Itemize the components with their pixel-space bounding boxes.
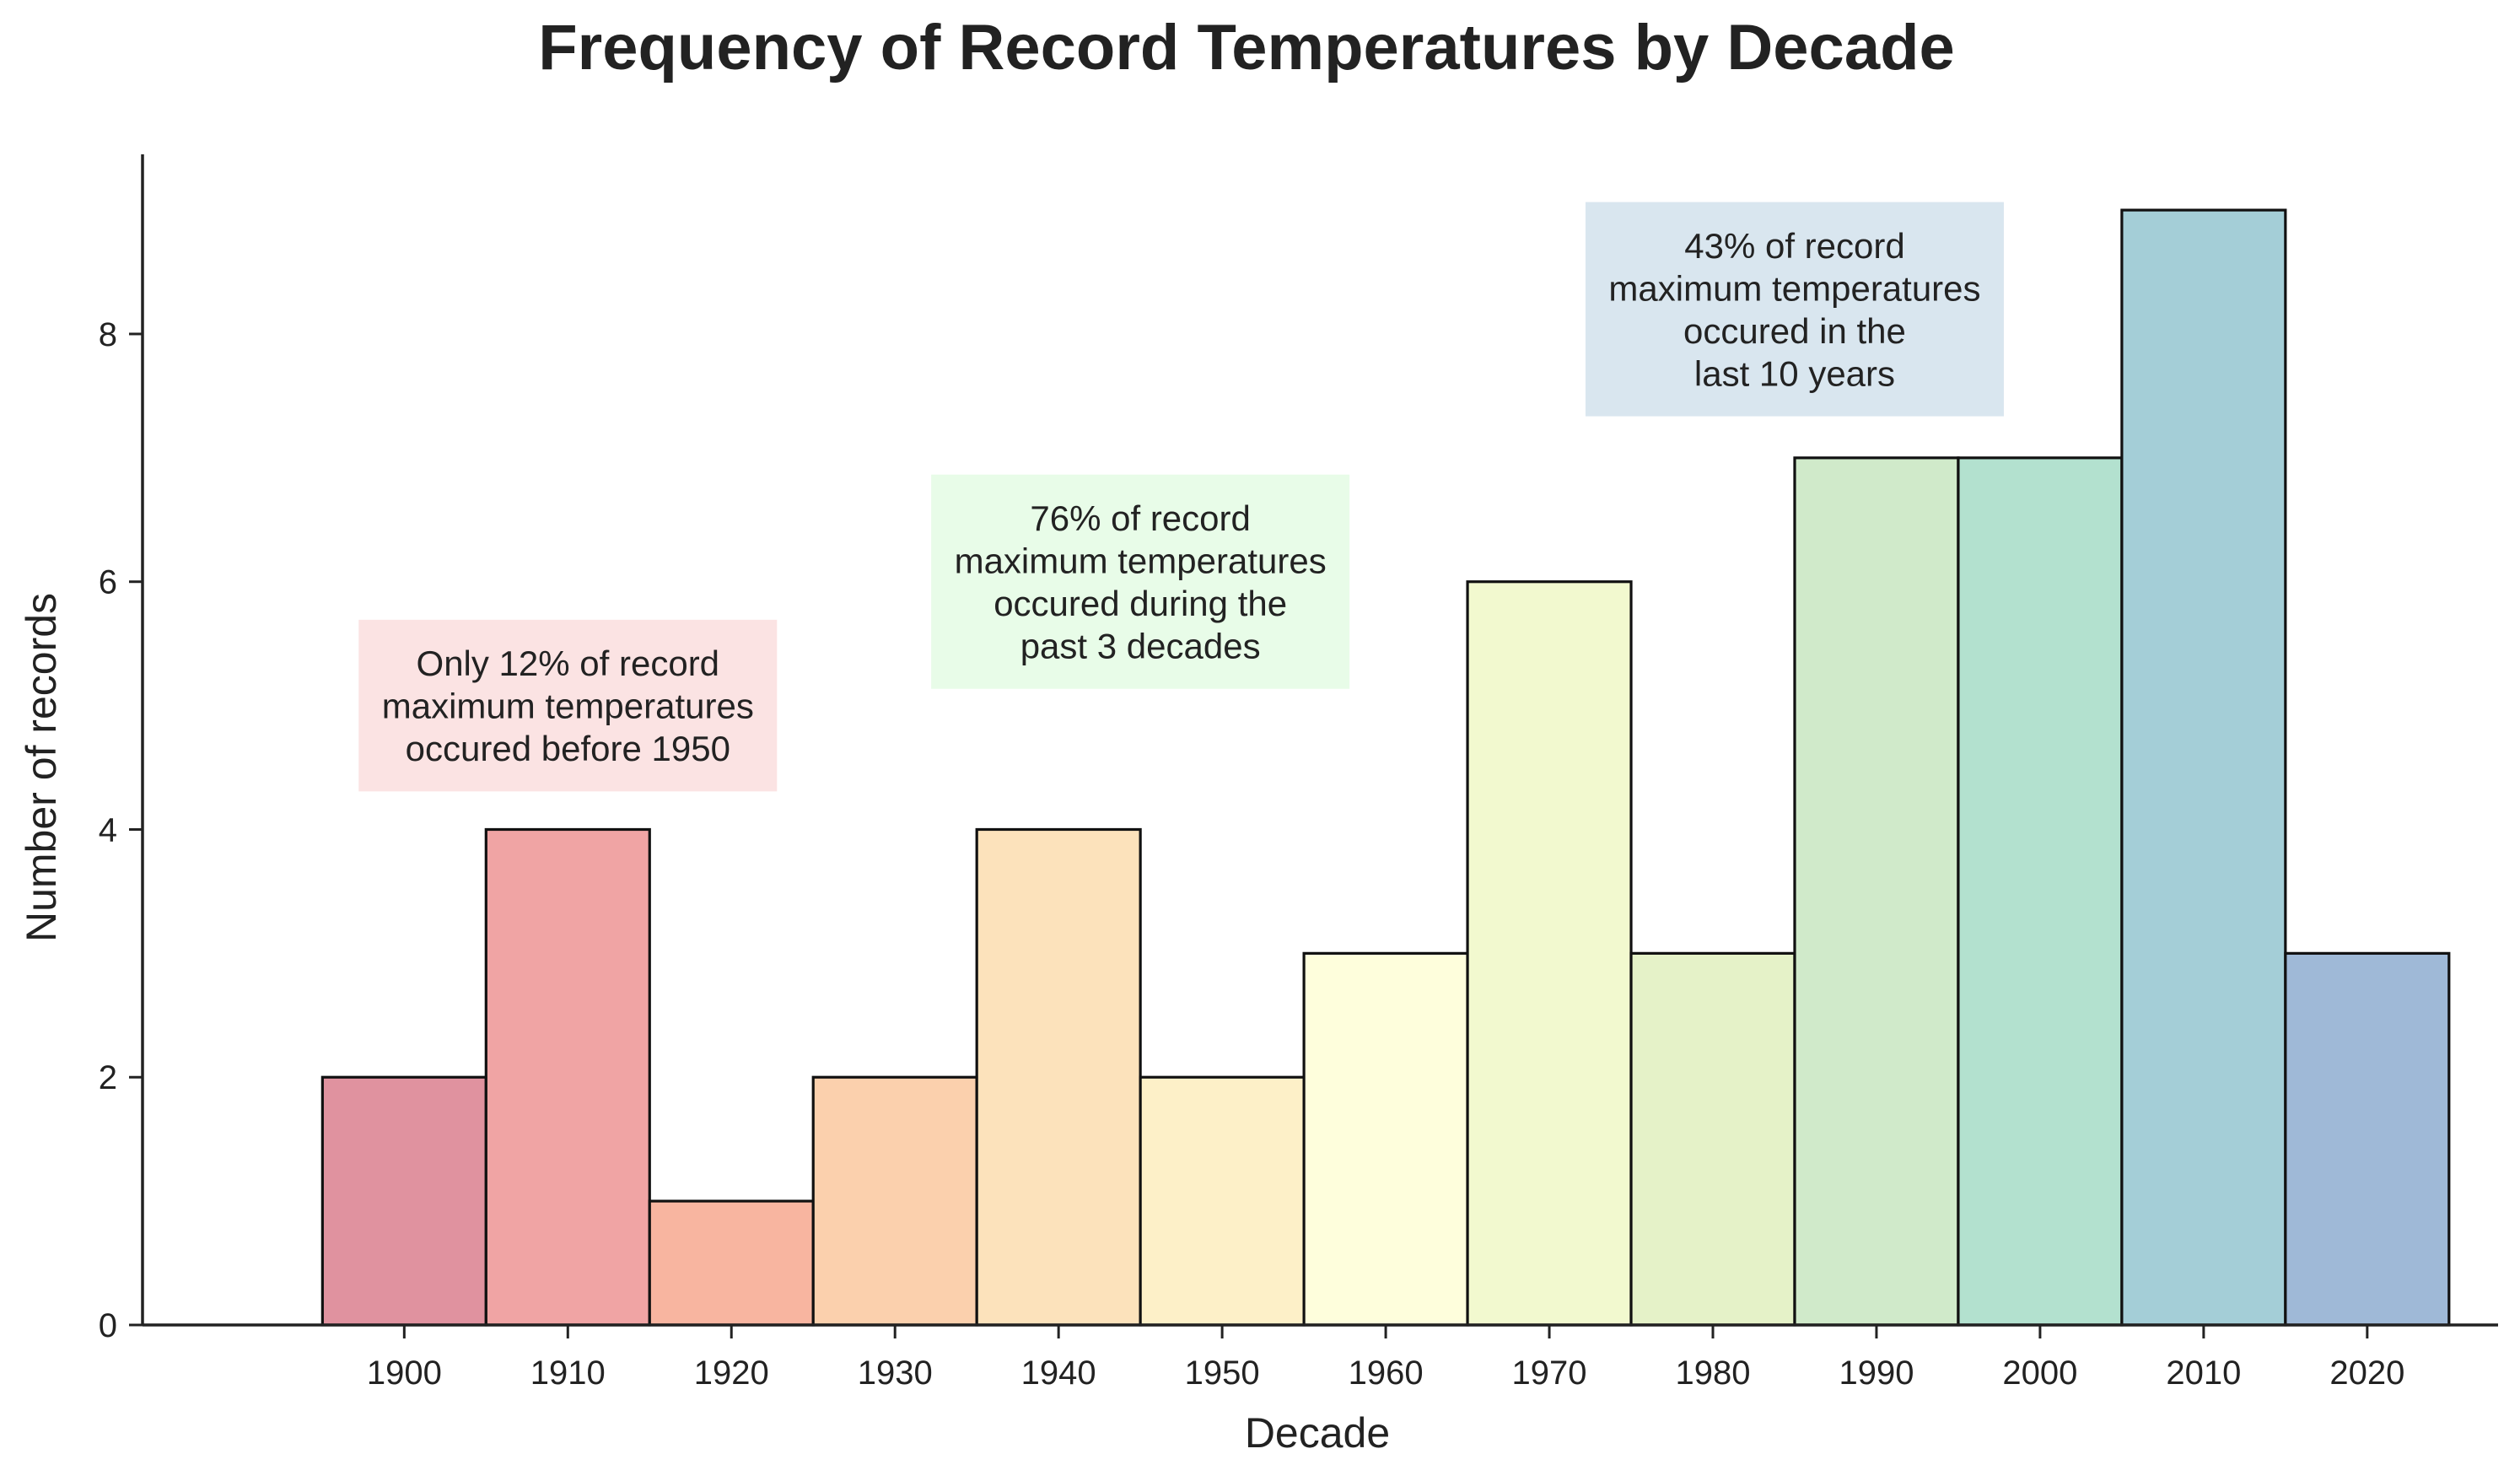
- annotation-3-line-1: 43% of record: [1684, 226, 1904, 266]
- y-tick-label-6: 6: [99, 564, 117, 601]
- annotation-1-line-3: occured before 1950: [406, 729, 730, 768]
- annotation-box-2: [931, 474, 1350, 689]
- annotation-2-line-4: past 3 decades: [1020, 626, 1261, 665]
- bar-1950: [1139, 1075, 1306, 1327]
- bar-2020: [2284, 951, 2451, 1327]
- bar-1920: [648, 1199, 815, 1327]
- annotation-3-line-3: occured in the: [1683, 311, 1906, 351]
- chart-title: Frequency of Record Temperatures by Deca…: [538, 12, 1955, 83]
- x-tick-label-2000: 2000: [2002, 1354, 2077, 1392]
- x-tick-label-1930: 1930: [858, 1354, 933, 1392]
- x-tick-label-1900: 1900: [367, 1354, 442, 1392]
- annotation-1-line-1: Only 12% of record: [417, 644, 720, 683]
- x-tick-label-2020: 2020: [2329, 1354, 2404, 1392]
- bar-1910: [484, 827, 651, 1327]
- annotation-2-line-3: occured during the: [993, 584, 1287, 623]
- x-tick-label-1980: 1980: [1676, 1354, 1751, 1392]
- annotation-2-line-1: 76% of record: [1030, 498, 1250, 538]
- y-tick-label-2: 2: [99, 1059, 117, 1096]
- annotation-2-line-2: maximum temperatures: [955, 541, 1327, 580]
- y-tick-label-0: 0: [99, 1307, 117, 1344]
- bar-1970: [1466, 580, 1633, 1327]
- y-tick-label-8: 8: [99, 316, 117, 353]
- y-tick-label-4: 4: [99, 811, 117, 848]
- x-tick-label-1910: 1910: [530, 1354, 606, 1392]
- plot-area: 0 2 4 6 8 1900 1910 1920 1930 1940 1950 1960 1970 198…: [99, 154, 2498, 1392]
- bar-1940: [975, 827, 1142, 1327]
- bar-1930: [811, 1075, 978, 1327]
- x-tick-label-1940: 1940: [1021, 1354, 1096, 1392]
- x-tick-label-1920: 1920: [694, 1354, 769, 1392]
- annotation-3-line-4: last 10 years: [1694, 353, 1895, 393]
- x-tick-label-2010: 2010: [2166, 1354, 2241, 1392]
- x-axis-label: Decade: [1245, 1409, 1390, 1457]
- bar-1900: [320, 1075, 487, 1327]
- x-tick-label-1950: 1950: [1185, 1354, 1260, 1392]
- annotation-1-line-2: maximum temperatures: [382, 687, 754, 726]
- bar-2010: [2120, 208, 2287, 1327]
- annotation-box-1: [358, 619, 778, 792]
- bar-1960: [1302, 951, 1469, 1327]
- x-tick-label-1970: 1970: [1512, 1354, 1587, 1392]
- bar-1980: [1629, 951, 1796, 1327]
- annotation-3-line-2: maximum temperatures: [1608, 268, 1980, 308]
- x-tick-label-1960: 1960: [1349, 1354, 1424, 1392]
- x-tick-label-1990: 1990: [1839, 1354, 1914, 1392]
- annotation-box-3: [1585, 202, 2004, 417]
- y-axis-label: Number of records: [18, 593, 65, 942]
- bar-2000: [1957, 456, 2124, 1327]
- bar-1990: [1793, 456, 1960, 1327]
